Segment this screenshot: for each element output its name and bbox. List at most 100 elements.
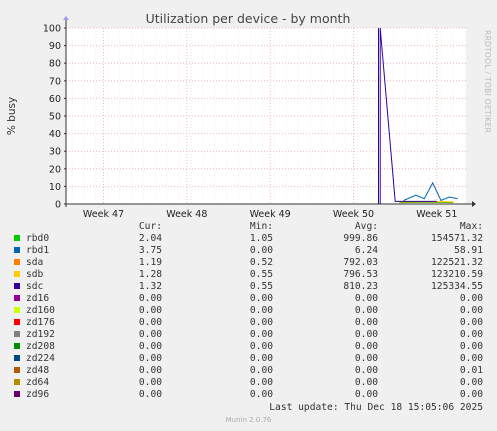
legend-row-zd48: zd48 0.00 0.00 0.00 0.01 [0, 365, 497, 377]
legend-max: 154571.32 [431, 233, 483, 244]
legend-cur: 1.28 [138, 269, 162, 280]
legend-avg: 0.00 [354, 365, 378, 376]
legend-header-cur: Cur: [138, 221, 162, 232]
legend-swatch [14, 307, 20, 313]
legend-swatch [14, 235, 20, 241]
legend-avg: 0.00 [354, 353, 378, 364]
legend-cur: 0.00 [138, 341, 162, 352]
legend-min: 0.00 [249, 389, 273, 400]
legend-swatch [14, 379, 20, 385]
legend-row-sda: sda 1.19 0.52 792.03 122521.32 [0, 257, 497, 269]
legend-avg: 999.86 [343, 233, 378, 244]
y-tick-label: 80 [49, 59, 61, 70]
legend-cur: 0.00 [138, 305, 162, 316]
legend-cur: 1.19 [138, 257, 162, 268]
legend-name: zd16 [26, 293, 50, 304]
legend-swatch [14, 271, 20, 277]
legend-cur: 0.00 [138, 317, 162, 328]
legend-max: 0.00 [459, 377, 483, 388]
legend-max: 0.00 [459, 317, 483, 328]
legend-name: zd160 [26, 305, 55, 316]
legend-max: 58.91 [454, 245, 483, 256]
last-update: Last update: Thu Dec 18 15:05:06 2025 [269, 402, 483, 413]
legend-swatch [14, 343, 20, 349]
x-tick-label: Week 47 [83, 209, 124, 220]
legend-avg: 0.00 [354, 329, 378, 340]
legend-swatch [14, 283, 20, 289]
series-line-rbd1 [403, 181, 458, 202]
legend-min: 0.00 [249, 365, 273, 376]
legend-swatch [14, 331, 20, 337]
legend-row-sdb: sdb 1.28 0.55 796.53 123210.59 [0, 269, 497, 281]
legend-name: zd48 [26, 365, 50, 376]
legend-row-zd160: zd160 0.00 0.00 0.00 0.00 [0, 305, 497, 317]
legend-min: 0.00 [249, 293, 273, 304]
legend-swatch [14, 367, 20, 373]
legend-avg: 0.00 [354, 305, 378, 316]
legend-min: 0.00 [249, 245, 273, 256]
y-axis-label: % busy [6, 97, 18, 135]
legend-name: zd96 [26, 389, 50, 400]
legend-cur: 0.00 [138, 329, 162, 340]
legend-name: rbd0 [26, 233, 50, 244]
legend-row-zd224: zd224 0.00 0.00 0.00 0.00 [0, 353, 497, 365]
legend-max: 0.01 [459, 365, 483, 376]
legend-avg: 6.24 [354, 245, 378, 256]
legend-header-min: Min: [249, 221, 273, 232]
legend-row-sdc: sdc 1.32 0.55 810.23 125334.55 [0, 281, 497, 293]
legend-cur: 0.00 [138, 389, 162, 400]
legend-max: 0.00 [459, 293, 483, 304]
legend-cur: 3.75 [138, 245, 162, 256]
legend-swatch [14, 247, 20, 253]
legend-cur: 0.00 [138, 293, 162, 304]
legend-max: 0.00 [459, 389, 483, 400]
legend-name: zd192 [26, 329, 55, 340]
x-tick-label: Week 50 [333, 209, 374, 220]
x-tick-label: Week 48 [166, 209, 207, 220]
legend-min: 0.00 [249, 353, 273, 364]
x-tick-labels: Week 47 Week 48 Week 49 Week 50 Week 51 [83, 209, 457, 220]
legend-row-rbd1: rbd1 3.75 0.00 6.24 58.91 [0, 245, 497, 257]
legend-header-avg: Avg: [354, 221, 378, 232]
y-tick-label: 70 [49, 76, 61, 87]
legend-min: 0.55 [249, 281, 273, 292]
grid [66, 27, 466, 204]
legend-max: 122521.32 [431, 257, 483, 268]
legend-row-zd192: zd192 0.00 0.00 0.00 0.00 [0, 329, 497, 341]
legend-avg: 0.00 [354, 341, 378, 352]
legend-min: 1.05 [249, 233, 273, 244]
legend-avg: 0.00 [354, 317, 378, 328]
y-tick-labels: 0 10 20 30 40 50 60 70 80 90 100 [43, 24, 66, 211]
legend-avg: 796.53 [343, 269, 378, 280]
legend-row-zd16: zd16 0.00 0.00 0.00 0.00 [0, 293, 497, 305]
y-tick-label: 10 [49, 182, 61, 193]
rrdtool-watermark: RRDTOOL / TOBI OETIKER [483, 30, 492, 133]
legend-name: zd208 [26, 341, 55, 352]
legend-cur: 1.32 [138, 281, 162, 292]
legend-min: 0.00 [249, 341, 273, 352]
y-tick-label: 50 [49, 112, 61, 123]
chart-title: Utilization per device - by month [146, 11, 351, 26]
legend-avg: 0.00 [354, 293, 378, 304]
y-tick-label: 100 [43, 24, 61, 35]
legend-min: 0.52 [249, 257, 273, 268]
legend-name: zd64 [26, 377, 50, 388]
legend-swatch [14, 319, 20, 325]
legend-max: 0.00 [459, 341, 483, 352]
legend-min: 0.00 [249, 317, 273, 328]
legend-max: 123210.59 [431, 269, 483, 280]
legend-avg: 810.23 [343, 281, 378, 292]
legend-min: 0.00 [249, 305, 273, 316]
legend-row-zd64: zd64 0.00 0.00 0.00 0.00 [0, 377, 497, 389]
legend-min: 0.55 [249, 269, 273, 280]
legend-min: 0.00 [249, 329, 273, 340]
x-axis-arrow [472, 201, 476, 207]
legend-name: rbd1 [26, 245, 50, 256]
y-axis-arrow [63, 16, 69, 20]
legend-swatch [14, 259, 20, 265]
legend-avg: 792.03 [343, 257, 378, 268]
legend-avg: 0.00 [354, 377, 378, 388]
x-tick-label: Week 51 [416, 209, 457, 220]
axes [63, 16, 476, 207]
